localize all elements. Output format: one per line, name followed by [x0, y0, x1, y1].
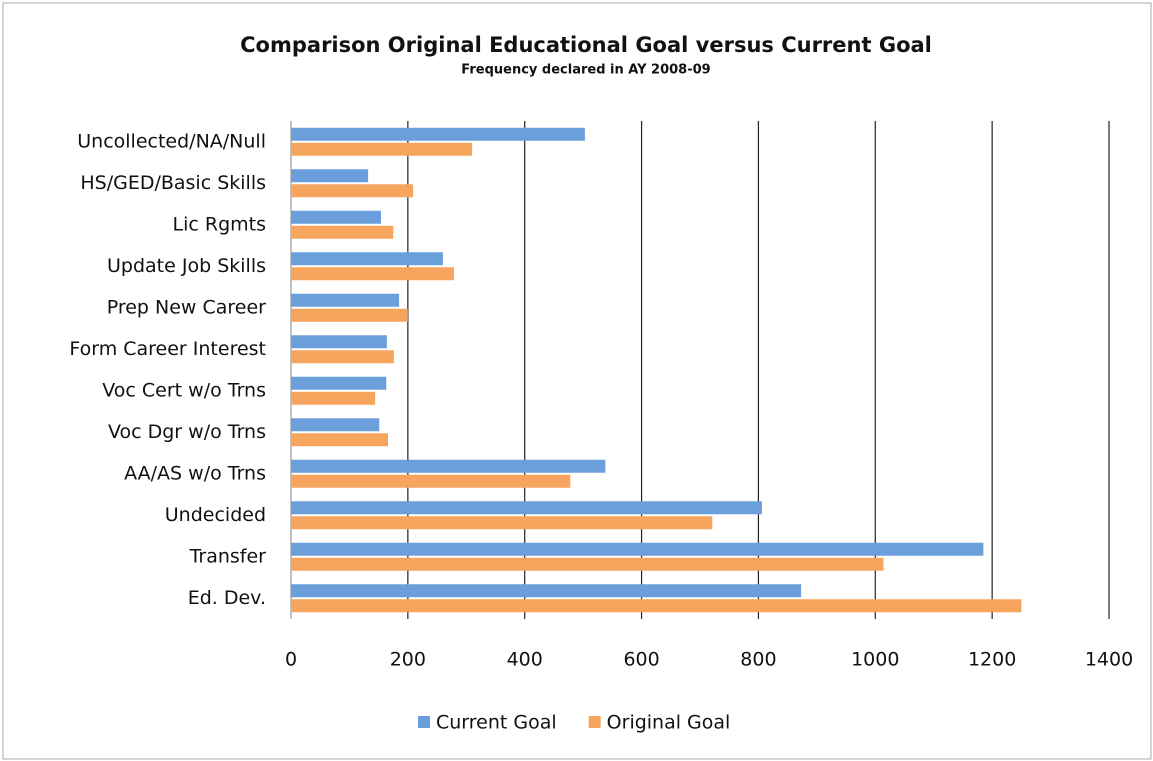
y-tick-label: HS/GED/Basic Skills — [80, 172, 266, 194]
x-tick-label: 400 — [507, 649, 543, 671]
y-tick-label: Form Career Interest — [69, 338, 266, 360]
y-tick-label: Ed. Dev. — [188, 587, 266, 609]
bar — [291, 184, 414, 198]
legend-label: Current Goal — [436, 712, 557, 734]
bar — [291, 599, 1022, 613]
y-tick-label: Voc Dgr w/o Trns — [108, 421, 266, 443]
y-tick-label: AA/AS w/o Trns — [124, 462, 266, 484]
y-tick-label: Lic Rgmts — [173, 213, 266, 235]
bar — [291, 308, 408, 322]
chart-title: Comparison Original Educational Goal ver… — [240, 33, 932, 57]
bar — [291, 293, 400, 307]
bar — [291, 459, 606, 473]
bar — [291, 142, 473, 156]
y-tick-label: Transfer — [189, 545, 267, 567]
bar — [291, 169, 369, 183]
bar — [291, 418, 380, 432]
bar — [291, 474, 571, 488]
x-tick-label: 200 — [390, 649, 426, 671]
y-tick-label: Uncollected/NA/Null — [77, 130, 266, 152]
x-tick-label: 800 — [740, 649, 776, 671]
x-tick-label: 1200 — [968, 649, 1016, 671]
bar — [291, 433, 388, 447]
chart-subtitle: Frequency declared in AY 2008-09 — [461, 63, 710, 78]
y-tick-label: Update Job Skills — [107, 255, 266, 277]
bar — [291, 557, 884, 571]
bar — [291, 516, 713, 530]
x-tick-label: 0 — [285, 649, 297, 671]
y-tick-label: Voc Cert w/o Trns — [102, 379, 266, 401]
bar — [291, 391, 376, 405]
legend-swatch — [418, 716, 430, 728]
bar — [291, 350, 394, 364]
bar — [291, 252, 443, 266]
bar — [291, 542, 984, 556]
y-tick-label: Prep New Career — [107, 296, 266, 318]
bar — [291, 225, 394, 239]
bar — [291, 210, 381, 224]
x-tick-label: 600 — [623, 649, 659, 671]
bar — [291, 335, 387, 349]
bar — [291, 267, 455, 281]
x-tick-label: 1000 — [851, 649, 899, 671]
bar — [291, 376, 387, 390]
x-tick-label: 1400 — [1085, 649, 1133, 671]
legend-swatch — [588, 716, 601, 728]
bar — [291, 501, 762, 515]
bar — [291, 584, 802, 598]
y-tick-label: Undecided — [165, 504, 266, 526]
bar — [291, 127, 585, 141]
legend-label: Original Goal — [607, 712, 731, 734]
